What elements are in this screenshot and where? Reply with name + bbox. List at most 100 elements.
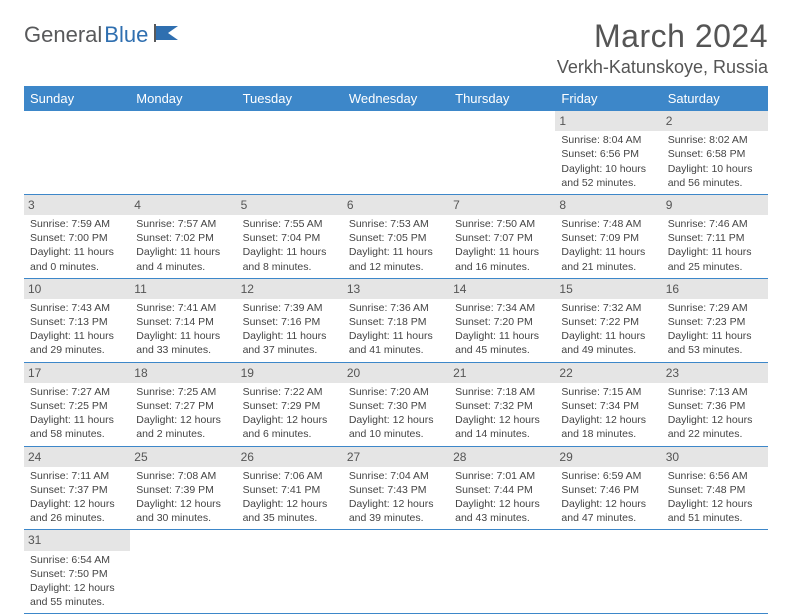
- sunset-text: Sunset: 7:25 PM: [30, 399, 124, 413]
- daylight-text: Daylight: 12 hours and 43 minutes.: [455, 497, 549, 525]
- weekday-header: Monday: [130, 86, 236, 111]
- sunset-text: Sunset: 7:34 PM: [561, 399, 655, 413]
- daylight-text: Daylight: 11 hours and 12 minutes.: [349, 245, 443, 273]
- sunrise-text: Sunrise: 7:50 AM: [455, 217, 549, 231]
- day-cell: 21Sunrise: 7:18 AMSunset: 7:32 PMDayligh…: [449, 362, 555, 446]
- empty-cell: [237, 111, 343, 194]
- day-cell: 11Sunrise: 7:41 AMSunset: 7:14 PMDayligh…: [130, 278, 236, 362]
- day-number: 12: [237, 279, 343, 299]
- sunrise-text: Sunrise: 7:43 AM: [30, 301, 124, 315]
- day-cell: 9Sunrise: 7:46 AMSunset: 7:11 PMDaylight…: [662, 194, 768, 278]
- day-number: 19: [237, 363, 343, 383]
- sunset-text: Sunset: 7:27 PM: [136, 399, 230, 413]
- day-cell: 18Sunrise: 7:25 AMSunset: 7:27 PMDayligh…: [130, 362, 236, 446]
- day-number: 4: [130, 195, 236, 215]
- sunrise-text: Sunrise: 7:11 AM: [30, 469, 124, 483]
- sunrise-text: Sunrise: 7:22 AM: [243, 385, 337, 399]
- sunset-text: Sunset: 7:11 PM: [668, 231, 762, 245]
- sunrise-text: Sunrise: 7:57 AM: [136, 217, 230, 231]
- day-number: 31: [24, 530, 130, 550]
- daylight-text: Daylight: 10 hours and 52 minutes.: [561, 162, 655, 190]
- sunset-text: Sunset: 7:41 PM: [243, 483, 337, 497]
- sunrise-text: Sunrise: 7:34 AM: [455, 301, 549, 315]
- day-number: 7: [449, 195, 555, 215]
- sunset-text: Sunset: 7:00 PM: [30, 231, 124, 245]
- sunrise-text: Sunrise: 7:29 AM: [668, 301, 762, 315]
- empty-cell: [343, 111, 449, 194]
- day-number: 29: [555, 447, 661, 467]
- sunrise-text: Sunrise: 7:36 AM: [349, 301, 443, 315]
- sunrise-text: Sunrise: 7:32 AM: [561, 301, 655, 315]
- weekday-header: Wednesday: [343, 86, 449, 111]
- sunset-text: Sunset: 7:30 PM: [349, 399, 443, 413]
- sunrise-text: Sunrise: 7:13 AM: [668, 385, 762, 399]
- sunrise-text: Sunrise: 7:41 AM: [136, 301, 230, 315]
- day-cell: 8Sunrise: 7:48 AMSunset: 7:09 PMDaylight…: [555, 194, 661, 278]
- daylight-text: Daylight: 12 hours and 26 minutes.: [30, 497, 124, 525]
- empty-cell: [130, 530, 236, 614]
- day-cell: 27 Sunrise: 7:04 AMSunset: 7:43 PMDayligh…: [343, 446, 449, 530]
- daylight-text: Daylight: 11 hours and 0 minutes.: [30, 245, 124, 273]
- flag-icon: [154, 22, 182, 48]
- daylight-text: Daylight: 11 hours and 41 minutes.: [349, 329, 443, 357]
- day-number: 23: [662, 363, 768, 383]
- sunrise-text: Sunrise: 7:04 AM: [349, 469, 443, 483]
- sunset-text: Sunset: 7:46 PM: [561, 483, 655, 497]
- day-cell: 30Sunrise: 6:56 AMSunset: 7:48 PMDayligh…: [662, 446, 768, 530]
- sunset-text: Sunset: 7:43 PM: [349, 483, 443, 497]
- daylight-text: Daylight: 11 hours and 45 minutes.: [455, 329, 549, 357]
- sunrise-text: Sunrise: 7:01 AM: [455, 469, 549, 483]
- sunset-text: Sunset: 7:32 PM: [455, 399, 549, 413]
- logo: GeneralBlue: [24, 22, 182, 48]
- weekday-header: Saturday: [662, 86, 768, 111]
- sunset-text: Sunset: 7:36 PM: [668, 399, 762, 413]
- sunrise-text: Sunrise: 7:20 AM: [349, 385, 443, 399]
- sunset-text: Sunset: 7:20 PM: [455, 315, 549, 329]
- daylight-text: Daylight: 11 hours and 4 minutes.: [136, 245, 230, 273]
- sunrise-text: Sunrise: 6:54 AM: [30, 553, 124, 567]
- daylight-text: Daylight: 12 hours and 14 minutes.: [455, 413, 549, 441]
- day-cell: 24Sunrise: 7:11 AMSunset: 7:37 PMDayligh…: [24, 446, 130, 530]
- day-cell: 3Sunrise: 7:59 AMSunset: 7:00 PMDaylight…: [24, 194, 130, 278]
- sunset-text: Sunset: 7:50 PM: [30, 567, 124, 581]
- sunset-text: Sunset: 7:07 PM: [455, 231, 549, 245]
- daylight-text: Daylight: 12 hours and 35 minutes.: [243, 497, 337, 525]
- day-cell: 25Sunrise: 7:08 AMSunset: 7:39 PMDayligh…: [130, 446, 236, 530]
- day-cell: 26Sunrise: 7:06 AMSunset: 7:41 PMDayligh…: [237, 446, 343, 530]
- logo-text-blue: Blue: [104, 22, 148, 48]
- day-number: 9: [662, 195, 768, 215]
- title-block: March 2024 Verkh-Katunskoye, Russia: [557, 18, 768, 78]
- sunset-text: Sunset: 7:23 PM: [668, 315, 762, 329]
- empty-cell: [555, 530, 661, 614]
- day-number: 17: [24, 363, 130, 383]
- day-cell: 23Sunrise: 7:13 AMSunset: 7:36 PMDayligh…: [662, 362, 768, 446]
- day-number: 5: [237, 195, 343, 215]
- day-cell: 12Sunrise: 7:39 AMSunset: 7:16 PMDayligh…: [237, 278, 343, 362]
- daylight-text: Daylight: 11 hours and 58 minutes.: [30, 413, 124, 441]
- page-title: March 2024: [557, 18, 768, 55]
- day-cell: 6Sunrise: 7:53 AMSunset: 7:05 PMDaylight…: [343, 194, 449, 278]
- daylight-text: Daylight: 12 hours and 6 minutes.: [243, 413, 337, 441]
- day-cell: 2Sunrise: 8:02 AMSunset: 6:58 PMDaylight…: [662, 111, 768, 194]
- day-cell: 15Sunrise: 7:32 AMSunset: 7:22 PMDayligh…: [555, 278, 661, 362]
- location-subtitle: Verkh-Katunskoye, Russia: [557, 57, 768, 78]
- daylight-text: Daylight: 12 hours and 39 minutes.: [349, 497, 443, 525]
- sunrise-text: Sunrise: 8:04 AM: [561, 133, 655, 147]
- logo-text-gray: General: [24, 22, 102, 48]
- day-number: 10: [24, 279, 130, 299]
- sunrise-text: Sunrise: 7:39 AM: [243, 301, 337, 315]
- sunrise-text: Sunrise: 8:02 AM: [668, 133, 762, 147]
- weekday-header: Tuesday: [237, 86, 343, 111]
- sunset-text: Sunset: 6:56 PM: [561, 147, 655, 161]
- empty-cell: [343, 530, 449, 614]
- weekday-header: Thursday: [449, 86, 555, 111]
- daylight-text: Daylight: 11 hours and 53 minutes.: [668, 329, 762, 357]
- sunset-text: Sunset: 7:02 PM: [136, 231, 230, 245]
- day-number: 25: [130, 447, 236, 467]
- day-cell: 29Sunrise: 6:59 AMSunset: 7:46 PMDayligh…: [555, 446, 661, 530]
- daylight-text: Daylight: 12 hours and 10 minutes.: [349, 413, 443, 441]
- day-number: 2: [662, 111, 768, 131]
- empty-cell: [449, 111, 555, 194]
- empty-cell: [662, 530, 768, 614]
- day-number: 27: [343, 447, 449, 467]
